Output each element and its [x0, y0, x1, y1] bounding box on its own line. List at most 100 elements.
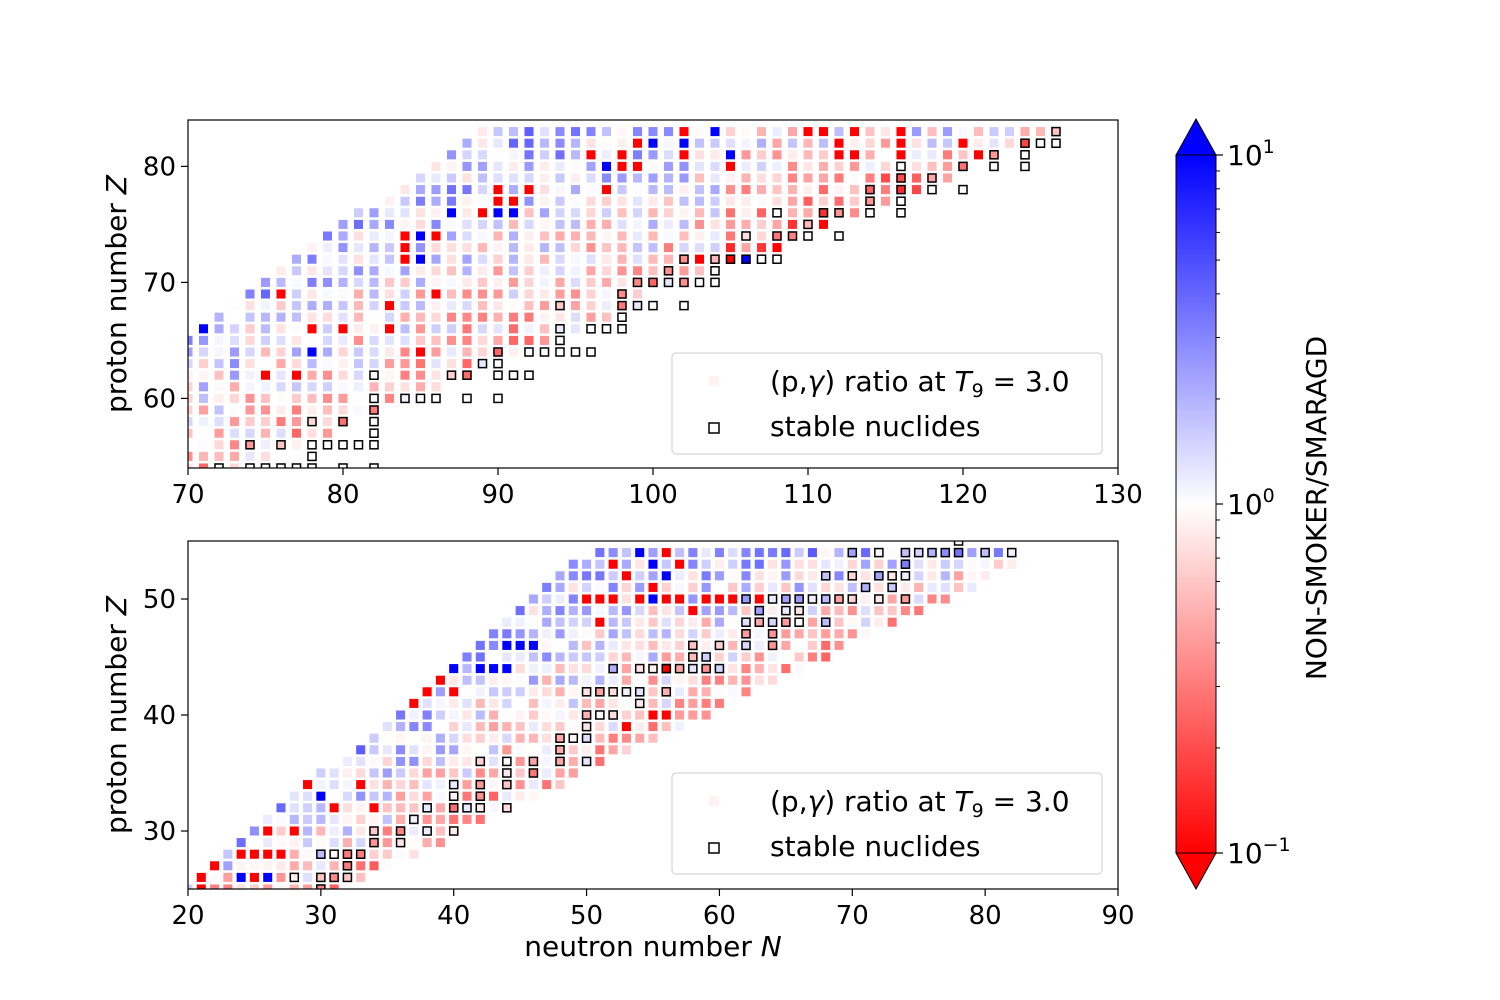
ratio-cell [435, 756, 445, 766]
ratio-cell [849, 138, 860, 148]
stable-nuclide-marker [794, 594, 804, 604]
ratio-cell [601, 289, 612, 299]
ratio-cell [688, 571, 698, 581]
ratio-cell [369, 335, 379, 345]
ratio-cell [524, 324, 534, 334]
ratio-cell [524, 266, 534, 276]
ratio-cell [741, 127, 751, 137]
ratio-cell [874, 571, 884, 581]
ratio-cell [528, 652, 538, 662]
ratio-cell [608, 745, 618, 755]
ratio-cell [635, 548, 645, 558]
stable-nuclide-marker [369, 837, 379, 848]
ratio-cell [431, 231, 441, 241]
ratio-cell [291, 335, 302, 345]
ratio-cell [865, 185, 875, 195]
ratio-cell [446, 150, 457, 160]
ratio-cell [701, 594, 711, 604]
ratio-cell [582, 629, 592, 639]
ratio-cell [462, 138, 472, 148]
ratio-cell [539, 219, 550, 229]
ratio-cell [914, 548, 924, 558]
ratio-cell [661, 710, 671, 720]
stable-nuclide-marker [714, 640, 725, 651]
stable-nuclide-marker [648, 277, 658, 288]
stable-nuclide-marker [431, 393, 441, 404]
ratio-cell [307, 428, 317, 438]
ratio-cell [555, 185, 565, 195]
ratio-cell [400, 393, 410, 403]
ratio-cell [595, 582, 605, 592]
ratio-cell [422, 826, 432, 836]
ratio-cell [861, 548, 871, 558]
ratio-cell [524, 243, 534, 253]
ratio-cell [384, 312, 395, 322]
ratio-cell [661, 722, 671, 732]
bottom-x-axis-label: neutron number N [524, 930, 782, 963]
ratio-cell [608, 617, 618, 627]
ratio-cell [276, 405, 286, 415]
ratio-cell [539, 335, 550, 345]
ratio-cell [322, 231, 333, 241]
ratio-cell [621, 606, 631, 616]
ratio-cell [188, 440, 193, 450]
ratio-cell [608, 606, 618, 616]
ratio-cell [803, 138, 813, 148]
ratio-cell [524, 173, 534, 183]
ratio-cell [289, 838, 299, 848]
ratio-cell [632, 138, 643, 148]
stable-nuclide-marker [865, 184, 875, 195]
ratio-cell [462, 710, 472, 720]
ratio-cell [555, 289, 565, 299]
stable-nuclide-marker [741, 231, 751, 241]
ratio-cell [688, 629, 698, 639]
ratio-cell [617, 161, 627, 171]
ratio-cell [338, 243, 348, 253]
ratio-cell [621, 733, 631, 743]
ratio-cell [725, 208, 736, 218]
ratio-cell [663, 219, 674, 229]
ratio-cell [980, 548, 990, 558]
ratio-cell [648, 185, 658, 195]
ratio-cell [489, 629, 499, 639]
ratio-cell [431, 347, 441, 357]
ratio-cell [214, 359, 224, 369]
stable-nuclide-marker [555, 324, 565, 334]
stable-nuclide-marker [688, 652, 698, 662]
ratio-cell [582, 594, 592, 604]
ratio-cell [675, 675, 685, 685]
ratio-cell [648, 150, 658, 160]
ratio-cell [967, 582, 977, 592]
ratio-cell [787, 231, 798, 241]
ratio-cell [648, 161, 658, 171]
ratio-cell [661, 594, 671, 604]
ratio-cell [515, 710, 525, 720]
colorbar-label: NON-SMOKER/SMARAGD [1300, 336, 1333, 680]
ratio-cell [431, 208, 441, 218]
ratio-cell [754, 652, 764, 662]
ratio-cell [245, 428, 255, 438]
ratio-cell [900, 594, 910, 604]
ratio-cell [768, 594, 778, 604]
ratio-cell [787, 208, 798, 218]
ratio-cell [927, 548, 937, 558]
ratio-cell [524, 335, 534, 345]
ratio-cell [555, 733, 565, 743]
ratio-cell [993, 559, 1003, 569]
ratio-cell [396, 791, 406, 801]
ratio-cell [307, 254, 317, 264]
ratio-cell [502, 617, 512, 627]
stable-nuclide-marker [568, 733, 579, 743]
ratio-cell [608, 664, 618, 674]
ratio-cell [400, 335, 410, 345]
ratio-cell [524, 150, 534, 160]
ratio-cell [621, 617, 631, 627]
ratio-cell [781, 594, 791, 604]
ratio-cell [568, 722, 578, 732]
ratio-cell [356, 849, 366, 859]
ratio-cell [595, 652, 605, 662]
ratio-cell [861, 559, 871, 569]
stable-nuclide-marker [989, 161, 999, 172]
ratio-cell [741, 150, 751, 160]
ratio-cell [260, 417, 271, 427]
